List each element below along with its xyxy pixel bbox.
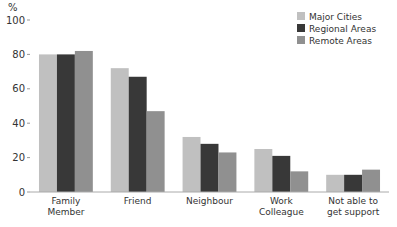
- bar: [129, 77, 147, 192]
- bar: [254, 149, 272, 192]
- x-tick-label: Not able toget support: [327, 196, 380, 217]
- y-tick: [27, 88, 30, 89]
- legend-label: Remote Areas: [309, 36, 372, 46]
- x-tick-label-line: Member: [47, 207, 84, 217]
- y-tick: [27, 123, 30, 124]
- x-tick-label-line: Work: [270, 196, 294, 206]
- legend-swatch: [297, 12, 305, 20]
- legend: Major Cities Regional Areas Remote Areas: [297, 12, 376, 46]
- bar: [290, 171, 308, 192]
- y-tick: [27, 192, 30, 193]
- legend-swatch: [297, 24, 305, 32]
- legend-label: Major Cities: [309, 12, 362, 22]
- x-tick-label: Neighbour: [186, 196, 233, 206]
- x-tick-label: WorkColleague: [259, 196, 304, 217]
- bar: [218, 152, 236, 192]
- bar: [272, 156, 290, 192]
- x-tick-label-line: Neighbour: [186, 196, 233, 206]
- y-tick-label: 100: [6, 15, 25, 26]
- bar: [111, 68, 129, 192]
- bar: [147, 111, 165, 192]
- y-tick: [27, 54, 30, 55]
- y-axis-label: %: [8, 2, 18, 13]
- y-tick-label: 80: [12, 49, 25, 60]
- x-tick-label: FamilyMember: [47, 196, 84, 217]
- bar: [362, 170, 380, 192]
- x-axis-line: [30, 192, 389, 193]
- legend-label: Regional Areas: [309, 24, 376, 34]
- bar: [75, 51, 93, 192]
- bars: [39, 51, 380, 192]
- y-tick-label: 40: [12, 118, 25, 129]
- bar: [326, 175, 344, 192]
- bar: [183, 137, 201, 192]
- bar: [201, 144, 219, 192]
- legend-swatch: [297, 36, 305, 44]
- y-tick: [27, 20, 30, 21]
- y-tick: [27, 157, 30, 158]
- x-tick-label-line: Not able to: [328, 196, 378, 206]
- bar: [39, 54, 57, 192]
- bar: [344, 175, 362, 192]
- x-tick-label-line: Family: [51, 196, 81, 206]
- y-tick-label: 60: [12, 83, 25, 94]
- x-tick-label-line: Colleague: [259, 207, 304, 217]
- x-tick-label: Friend: [124, 196, 152, 206]
- bar: [57, 54, 75, 192]
- x-tick-label-line: get support: [327, 207, 380, 217]
- y-tick-label: 20: [12, 152, 25, 163]
- chart: % 0 20 40 60 80 100 FamilyMember Friend Neighbour…: [0, 0, 397, 227]
- x-tick-label-line: Friend: [124, 196, 152, 206]
- y-tick-label: 0: [19, 187, 25, 198]
